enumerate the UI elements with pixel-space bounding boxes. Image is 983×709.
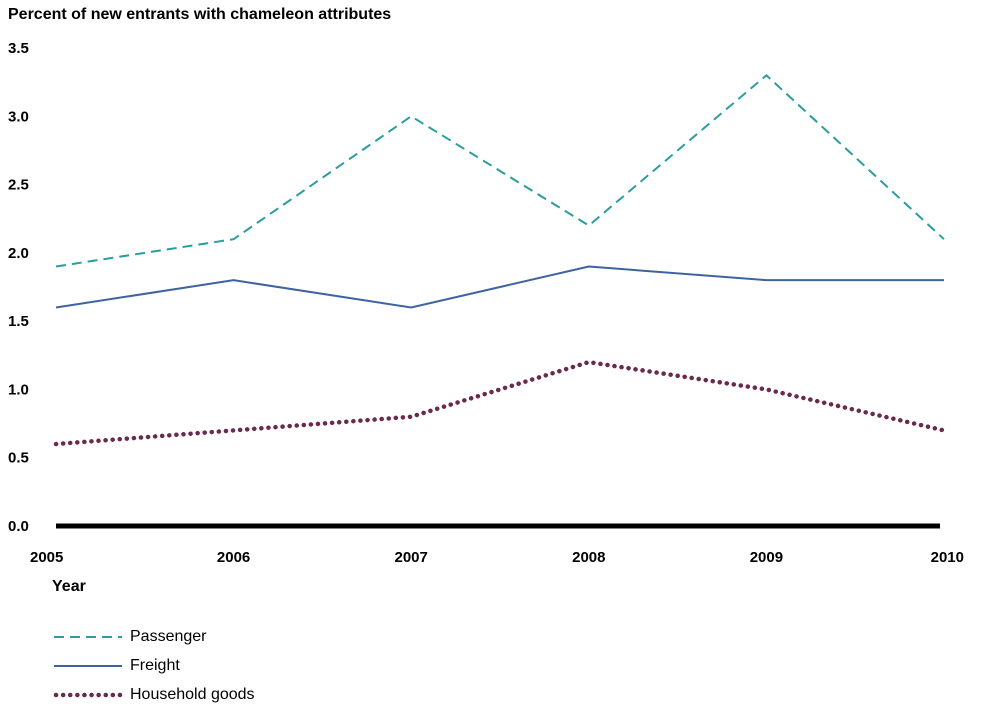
series-line-freight <box>55 265 944 309</box>
legend-label: Household goods <box>130 685 255 703</box>
x-tick-label: 2008 <box>572 549 605 566</box>
y-axis-ticks: 0.0 0.5 1.0 1.5 2.0 2.5 3.0 3.5 <box>8 40 29 535</box>
y-tick-label: 3.0 <box>8 108 29 125</box>
legend-swatch-freight <box>54 664 122 667</box>
legend-label: Freight <box>130 656 180 674</box>
x-tick-label: 2005 <box>30 549 63 566</box>
y-tick-label: 1.5 <box>8 313 29 330</box>
series-line-household-goods <box>53 359 947 447</box>
series-lines <box>53 73 947 447</box>
x-tick-label: 2009 <box>750 549 783 566</box>
legend-label: Passenger <box>130 627 207 645</box>
legend-item-passenger: Passenger <box>52 622 255 651</box>
y-tick-label: 3.5 <box>8 40 29 57</box>
y-tick-label: 2.0 <box>8 245 29 262</box>
x-axis-label: Year <box>52 578 86 595</box>
legend-swatch-passenger <box>54 635 122 638</box>
x-axis-ticks: 2005 2006 2007 2008 2009 2010 <box>30 549 964 566</box>
x-tick-label: 2010 <box>931 549 964 566</box>
legend: Passenger Freight Household goods <box>52 622 255 709</box>
y-tick-label: 0.0 <box>8 518 29 535</box>
series-line-passenger <box>55 73 945 268</box>
x-tick-label: 2006 <box>217 549 250 566</box>
y-tick-label: 2.5 <box>8 177 29 194</box>
y-tick-label: 0.5 <box>8 450 29 467</box>
legend-item-freight: Freight <box>52 651 255 680</box>
x-tick-label: 2007 <box>395 549 428 566</box>
chart-title: Percent of new entrants with chameleon a… <box>8 6 392 23</box>
legend-swatch-household-goods <box>53 692 124 697</box>
legend-item-household-goods: Household goods <box>52 680 255 709</box>
y-tick-label: 1.0 <box>8 381 29 398</box>
